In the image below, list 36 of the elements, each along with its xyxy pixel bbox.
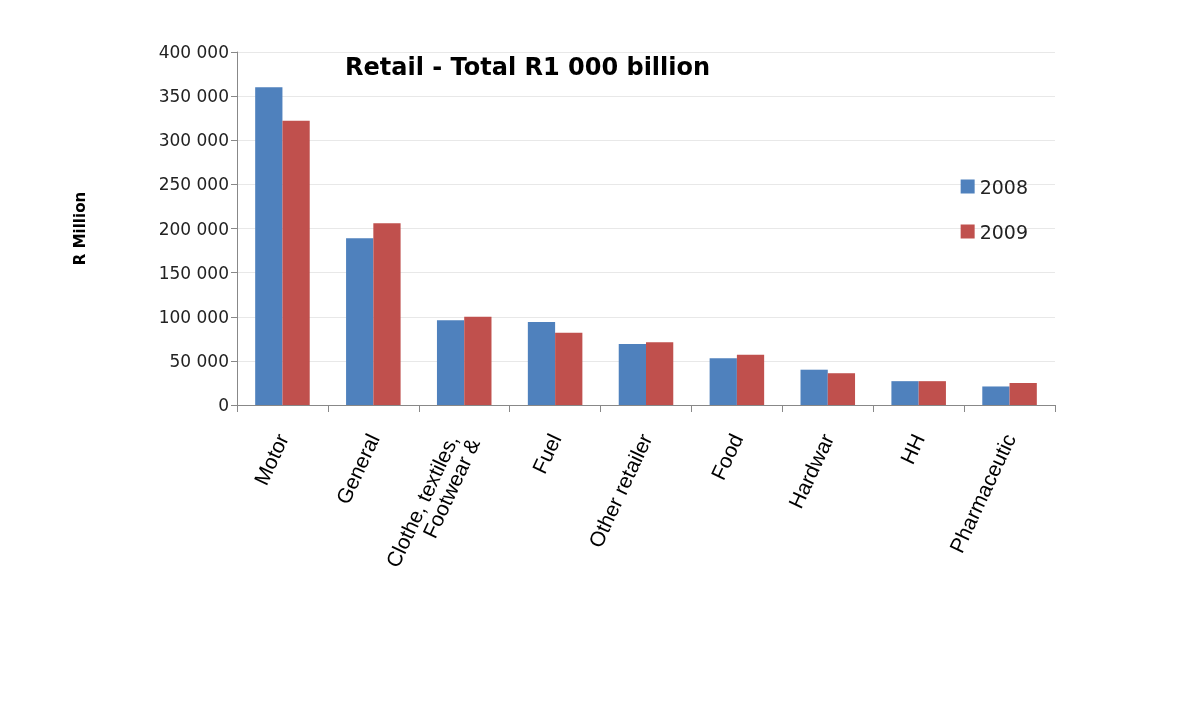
x-tick-label: Other retailer xyxy=(583,430,657,551)
y-tick-label: 50 000 xyxy=(169,350,229,371)
y-axis-title: R Million xyxy=(70,191,89,266)
y-tick-label: 0 xyxy=(218,395,229,415)
y-tick-label: 100 000 xyxy=(158,306,229,327)
x-tick-label: HH xyxy=(895,430,930,468)
bar xyxy=(646,342,674,405)
chart-title: Retail - Total R1 000 billion xyxy=(345,53,711,81)
bar xyxy=(800,369,828,405)
bar xyxy=(555,332,583,405)
bar xyxy=(736,354,765,405)
x-tick-label: Food xyxy=(706,430,748,484)
bar xyxy=(827,373,856,405)
bar xyxy=(346,238,374,405)
y-tick-label: 150 000 xyxy=(158,262,229,283)
bar xyxy=(373,223,401,405)
bar xyxy=(891,381,919,405)
bar xyxy=(255,87,283,405)
x-tick-label: Fuel xyxy=(527,430,566,477)
y-tick-label: 200 000 xyxy=(158,218,229,239)
bar xyxy=(982,386,1010,405)
bar xyxy=(709,358,737,405)
y-tick-label: 350 000 xyxy=(158,86,229,107)
bar xyxy=(527,322,556,405)
bar xyxy=(282,120,310,405)
legend-label: 2008 xyxy=(979,175,1029,198)
bar xyxy=(464,316,492,405)
y-tick-label: 250 000 xyxy=(158,174,229,195)
legend-label: 2009 xyxy=(979,220,1029,243)
bar xyxy=(436,320,465,405)
bar xyxy=(1009,382,1037,405)
bar xyxy=(918,381,946,405)
y-tick-label: 300 000 xyxy=(158,130,229,151)
y-tick-label: 400 000 xyxy=(158,42,229,62)
bar xyxy=(618,344,646,405)
x-tick-label: Motor xyxy=(249,430,293,489)
